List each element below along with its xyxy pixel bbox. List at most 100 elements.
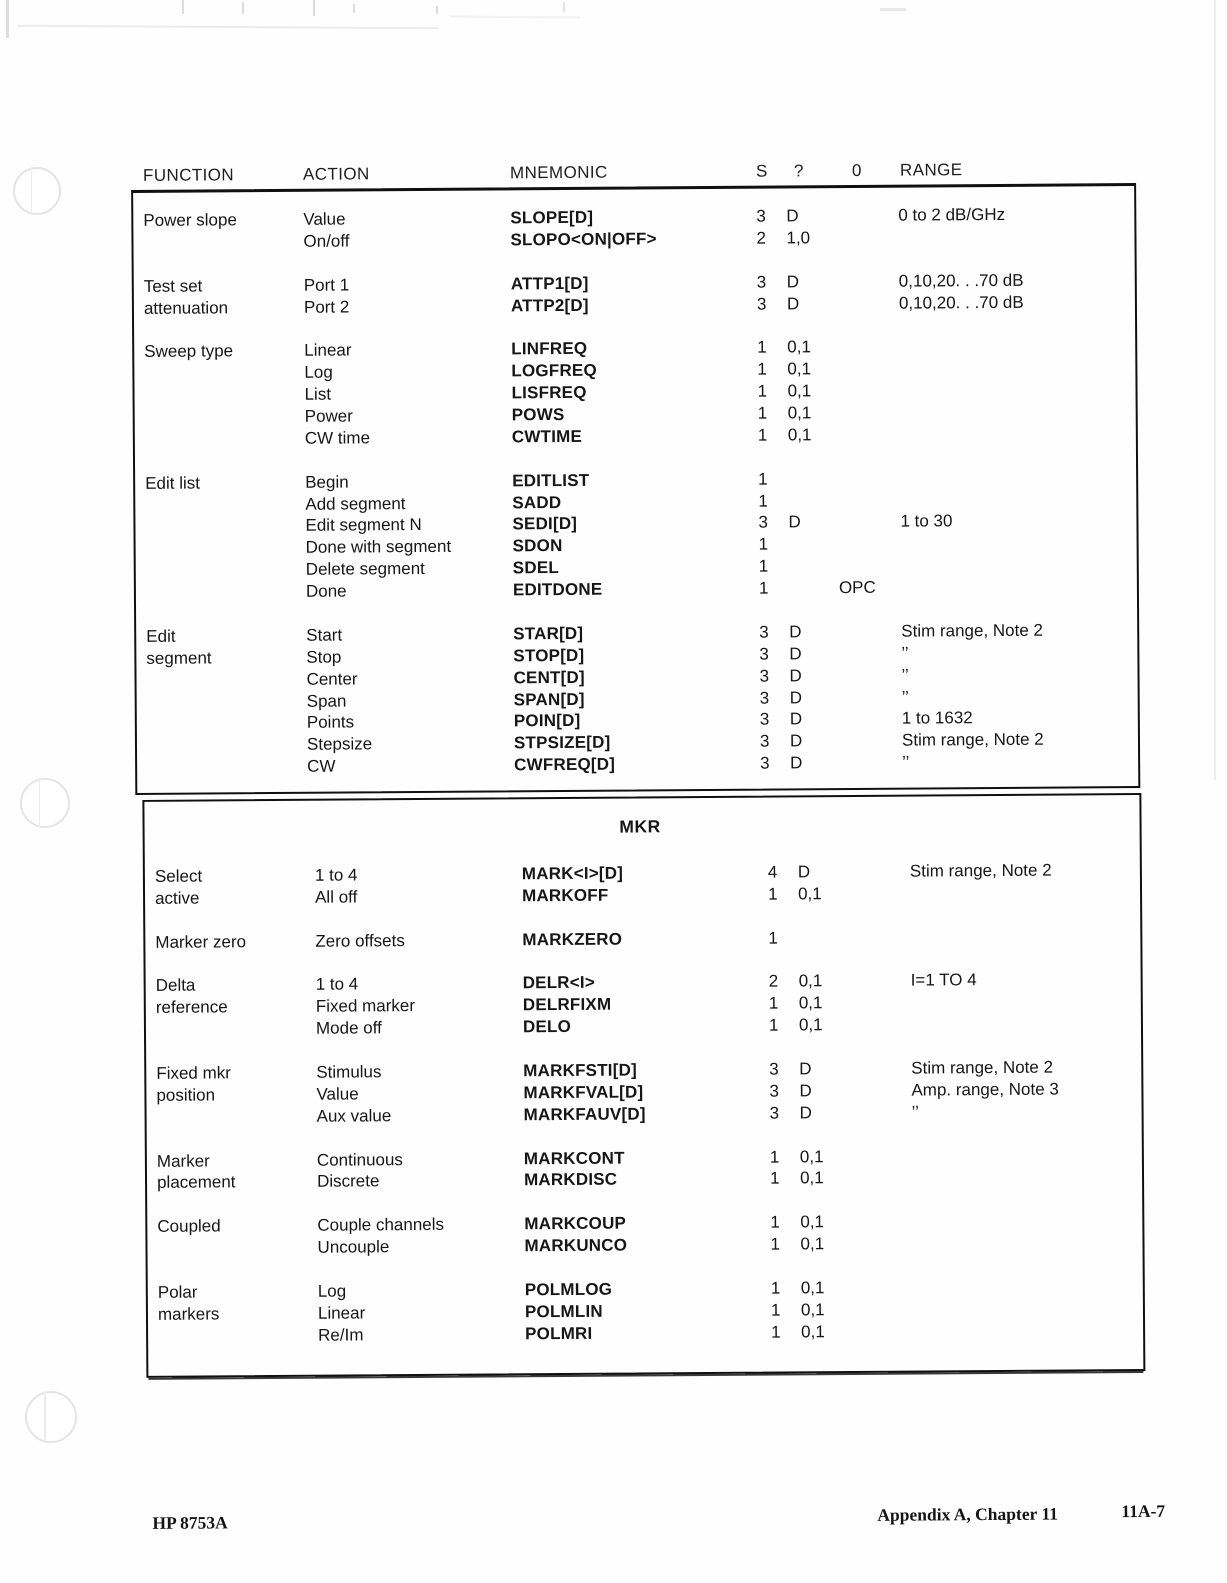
scan-mark	[563, 2, 565, 12]
cell-range	[906, 1231, 1140, 1255]
cell-mnemonic: POLMLIN	[524, 1301, 603, 1322]
cell-function	[146, 537, 306, 560]
cell-function: Marker zero	[155, 931, 247, 952]
cell-range	[904, 925, 1138, 949]
cell-range	[905, 1012, 1139, 1036]
cell-mnemonic: STAR[D]	[513, 623, 584, 644]
column-header-mnemonic: MNEMONIC	[509, 162, 608, 183]
cell-action: Linear	[304, 340, 352, 361]
cell-s: 1	[757, 425, 768, 445]
row-group: Fixed mkr Stimulus MARKFSTI[D] 3 D Stim range…	[144, 1056, 1139, 1129]
cell-range	[895, 553, 1135, 577]
cell-action: Points	[306, 712, 355, 733]
cell-s: 3	[760, 753, 770, 773]
cell-s: 3	[756, 294, 767, 314]
cell-mnemonic: SPAN[D]	[513, 689, 585, 709]
cell-o	[831, 336, 893, 358]
cell-o	[834, 752, 896, 774]
cell-o	[831, 380, 893, 402]
cell-range: 0,10,20. . .70 dB	[898, 292, 1024, 313]
cell-s: 3	[756, 272, 767, 292]
cell-o	[844, 1145, 906, 1167]
cell-o	[843, 1101, 905, 1123]
cell-s: 3	[759, 666, 770, 686]
cell-action: Add segment	[305, 493, 406, 514]
mkr-section-title: MKR	[619, 816, 661, 837]
cell-action: Couple channels	[317, 1215, 445, 1235]
cell-range	[906, 1144, 1140, 1168]
cell-q: 0,1	[799, 1168, 824, 1188]
cell-s: 2	[768, 971, 779, 992]
cell-s: 1	[770, 1234, 781, 1254]
cell-q: D	[788, 512, 801, 532]
cell-mnemonic: POWS	[511, 405, 565, 425]
cell-o	[834, 730, 896, 752]
cell-range	[894, 466, 1134, 490]
cell-action: Center	[306, 669, 358, 689]
cell-function: Delta	[155, 976, 196, 996]
cell-action: 1 to 4	[314, 865, 358, 885]
row-group: Marker Continuous MARKCONT 1 0,1 placement Dis…	[145, 1144, 1140, 1195]
cell-o	[832, 511, 894, 533]
cell-function	[147, 734, 307, 757]
cell-function	[147, 756, 307, 779]
cell-q: 0,1	[797, 884, 822, 904]
cell-q: D	[789, 644, 802, 664]
cell-function: Coupled	[157, 1216, 221, 1237]
cell-s: 1	[757, 337, 767, 357]
cell-s: 1	[758, 469, 768, 489]
cell-range	[894, 400, 1134, 424]
cell-action: List	[304, 384, 332, 404]
cell-s: 2	[756, 228, 767, 248]
scan-mark	[313, 0, 315, 16]
cell-s: 1	[757, 359, 767, 379]
cell-action: CW	[307, 756, 336, 777]
cell-range: ’’	[901, 643, 909, 663]
cell-q: 0,1	[798, 993, 823, 1013]
cell-action: Begin	[305, 472, 349, 492]
cell-function: placement	[156, 1172, 236, 1193]
cell-q: 0,1	[787, 381, 812, 401]
cell-q: 0,1	[800, 1234, 825, 1254]
cell-q: D	[799, 1103, 812, 1123]
cell-q: D	[790, 753, 803, 773]
cell-range: ’’	[911, 1102, 919, 1122]
cell-mnemonic: SDON	[512, 536, 563, 556]
cell-o	[831, 292, 893, 314]
cell-mnemonic: MARKDISC	[523, 1170, 618, 1190]
scan-mark	[182, 0, 184, 14]
cell-o	[845, 1298, 907, 1320]
cell-range: 1 to 1632	[901, 708, 973, 729]
cell-q	[782, 468, 832, 490]
cell-q: D	[786, 272, 800, 292]
cell-function: segment	[146, 648, 212, 668]
cell-range: Stim range, Note 2	[911, 1057, 1054, 1078]
cell-s: 3	[759, 688, 770, 708]
cell-action: Zero offsets	[315, 930, 405, 951]
cell-function	[145, 493, 305, 516]
cell-action: Span	[306, 691, 347, 711]
cell-s: 1	[758, 556, 769, 576]
cell-q: 0,1	[799, 1146, 824, 1166]
cell-action: Done	[305, 581, 347, 601]
cell-mnemonic: SADD	[512, 492, 562, 512]
cell-range: ’’	[902, 752, 910, 772]
cell-function: Test set	[143, 276, 203, 296]
cell-q: D	[789, 622, 802, 642]
row-group: Select 1 to 4 MARK<I>[D] 4 D Stim range, Note…	[143, 859, 1138, 910]
cell-o	[831, 270, 893, 292]
cell-range	[904, 881, 1138, 905]
cell-range	[907, 1275, 1141, 1299]
cell-o	[833, 642, 895, 664]
cell-mnemonic: MARK<I>[D]	[521, 863, 624, 884]
punch-hole	[20, 778, 70, 828]
cell-function: markers	[157, 1304, 220, 1324]
cell-q: D	[789, 666, 802, 686]
column-header-s: S	[755, 161, 768, 181]
cell-q: 0,1	[787, 425, 812, 445]
cell-action: Log	[304, 362, 333, 383]
cell-range	[906, 1165, 1140, 1189]
cell-o	[844, 1167, 906, 1189]
cell-range	[893, 356, 1133, 380]
